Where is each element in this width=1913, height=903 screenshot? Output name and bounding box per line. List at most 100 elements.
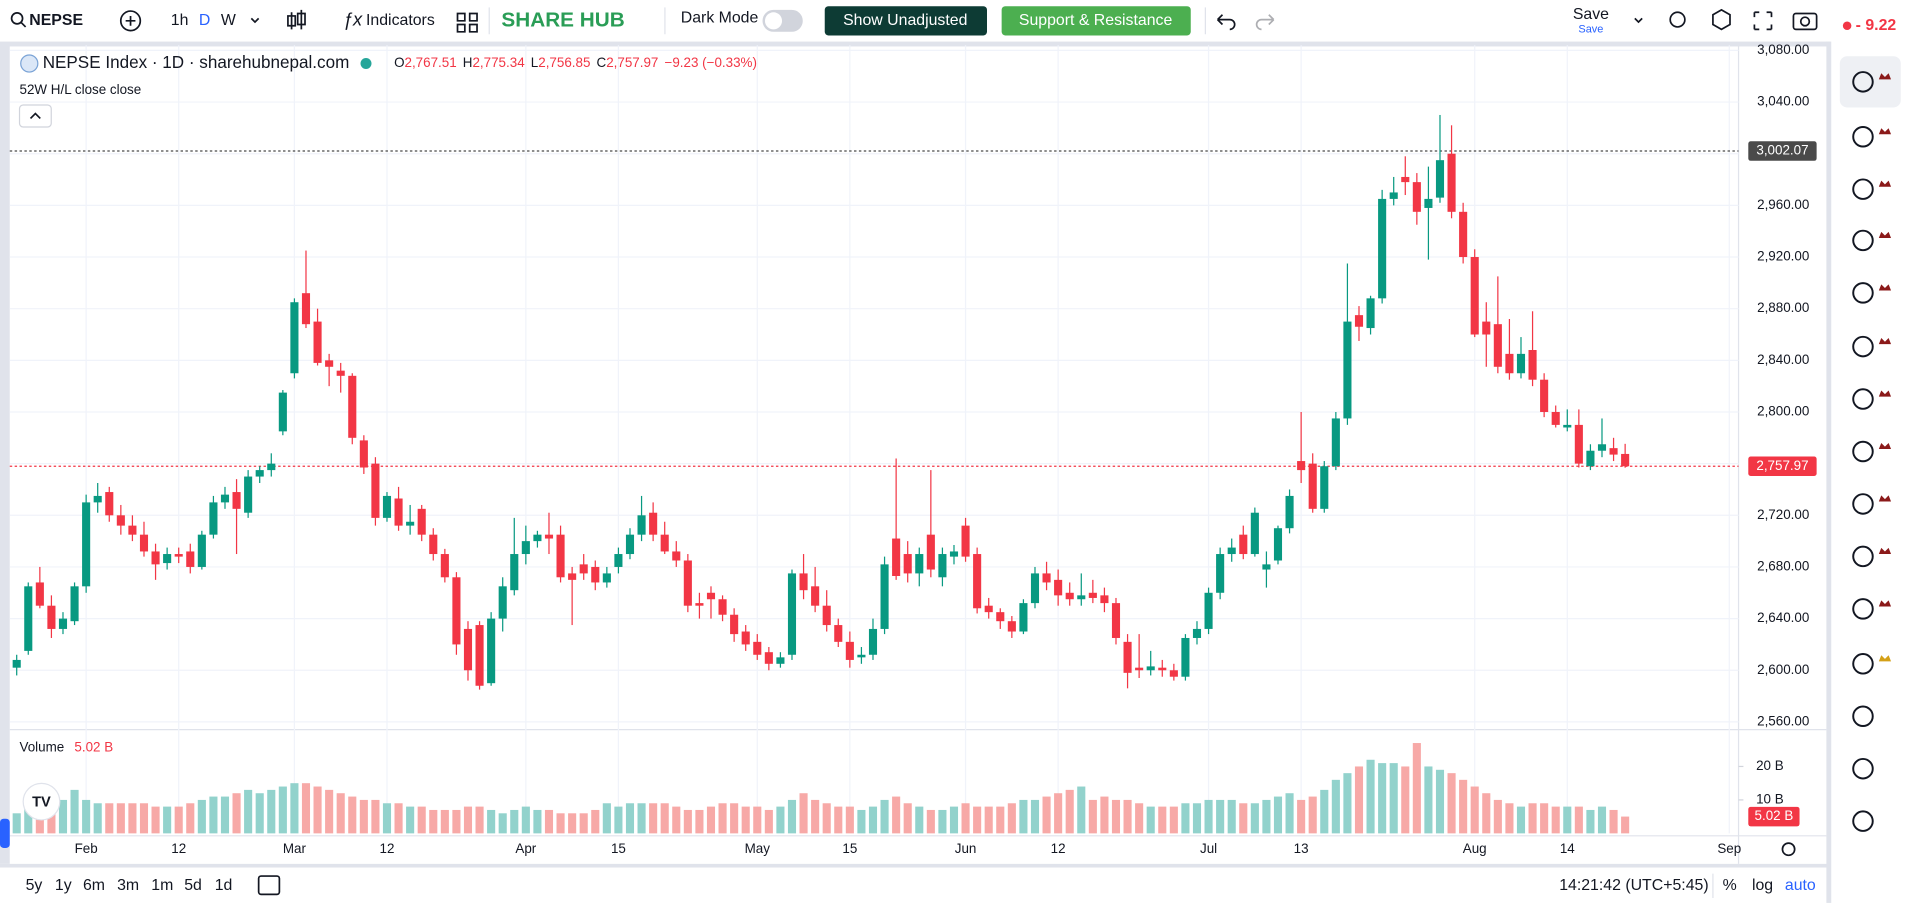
volume-bar xyxy=(1366,759,1375,834)
candle-body xyxy=(718,599,727,615)
percent-toggle[interactable]: % xyxy=(1723,877,1737,894)
candle-body xyxy=(1551,411,1560,425)
auto-toggle[interactable]: auto xyxy=(1785,877,1816,894)
volume-bar xyxy=(1262,799,1271,834)
range-button[interactable]: 1m xyxy=(151,877,173,894)
range-button[interactable]: 1d xyxy=(215,877,233,894)
sidebar-icon[interactable] xyxy=(1852,545,1874,568)
calendar-icon[interactable] xyxy=(257,875,281,896)
interval[interactable]: D xyxy=(199,12,210,29)
sidebar-icon[interactable] xyxy=(1852,388,1874,410)
candle-body xyxy=(1239,534,1248,555)
quick-search[interactable] xyxy=(1669,11,1686,28)
premium-crown xyxy=(1878,655,1892,662)
sidebar-icon[interactable] xyxy=(1852,493,1874,515)
candle-body xyxy=(857,654,866,658)
range-button[interactable]: 5y xyxy=(26,877,43,894)
sidebar-icon[interactable] xyxy=(1852,757,1874,780)
sidebar-icon[interactable] xyxy=(1852,598,1874,620)
volume-bar xyxy=(591,809,600,834)
chevron[interactable] xyxy=(1634,17,1643,24)
interval[interactable]: W xyxy=(221,12,236,29)
sidebar-icon[interactable] xyxy=(1852,229,1874,252)
show-unadjusted-button[interactable] xyxy=(824,6,988,36)
sidebar-icon[interactable] xyxy=(1852,810,1874,832)
tv-logo-text: TV xyxy=(32,795,51,811)
volume-bar xyxy=(1216,799,1225,834)
candle-body xyxy=(834,625,843,642)
chart-type-icon[interactable] xyxy=(287,9,306,30)
toggle-knob xyxy=(764,12,783,30)
sidebar-icon[interactable] xyxy=(1852,653,1874,675)
candle-body xyxy=(1516,353,1526,374)
undo[interactable] xyxy=(1216,14,1236,31)
range-button[interactable]: 5d xyxy=(184,877,202,894)
interval[interactable]: 1h xyxy=(171,12,189,29)
study-label: 52W H/L close close xyxy=(20,82,142,97)
candle-body xyxy=(544,534,554,539)
volume-pane xyxy=(12,743,1630,834)
volume-bar xyxy=(949,806,959,834)
screenshot[interactable] xyxy=(1792,12,1818,31)
candle-body xyxy=(1528,349,1537,380)
candle-body xyxy=(695,603,704,606)
candle-body xyxy=(1331,418,1340,467)
price-tag xyxy=(1748,141,1817,161)
candle-body xyxy=(105,492,114,516)
volume-bar xyxy=(1077,786,1086,834)
candle-body xyxy=(1389,192,1398,199)
symbol[interactable]: NEPSE xyxy=(29,12,83,29)
save[interactable]: Save xyxy=(1573,6,1609,23)
ohlc-legend: O 2,767.51 H 2,775.34 L 2,756.85 C 2,757.97 −9.2… xyxy=(394,55,757,70)
fullscreen[interactable] xyxy=(1753,11,1773,31)
premium-crown xyxy=(1878,495,1892,502)
indicators[interactable]: Indicators xyxy=(366,12,435,29)
redo[interactable] xyxy=(1255,14,1275,31)
search-icon[interactable] xyxy=(10,12,24,25)
brand[interactable]: SHARE HUB xyxy=(501,8,624,31)
x-tick-label: 12 xyxy=(380,841,395,856)
sidebar-icon[interactable] xyxy=(1852,705,1874,727)
volume-bar xyxy=(82,799,91,834)
settings[interactable] xyxy=(1712,8,1731,31)
volume-bar xyxy=(1285,793,1294,834)
candle-body xyxy=(267,463,276,471)
volume-bar xyxy=(1401,766,1410,834)
volume-bar xyxy=(672,806,681,834)
chevron[interactable] xyxy=(250,17,260,24)
tv-logo[interactable] xyxy=(22,782,61,821)
sidebar-icon[interactable] xyxy=(1852,71,1874,93)
axis-settings[interactable] xyxy=(1781,842,1796,857)
support-resistance-button[interactable] xyxy=(1001,6,1191,36)
range-button[interactable]: 1y xyxy=(55,877,72,894)
candle-body xyxy=(1077,595,1086,600)
volume-bar xyxy=(776,806,785,834)
layouts-icon[interactable] xyxy=(456,12,478,33)
volume-bar xyxy=(1331,779,1340,834)
volume-title: Volume xyxy=(20,740,65,755)
sidebar-icon[interactable] xyxy=(1852,125,1874,148)
candle-body xyxy=(1308,463,1317,509)
premium-crown xyxy=(1878,180,1892,187)
volume-bar xyxy=(1435,769,1445,834)
fx-icon[interactable]: ƒx xyxy=(343,9,363,30)
candle-body xyxy=(359,440,368,468)
volume-bar xyxy=(163,806,172,834)
collapse-button[interactable] xyxy=(18,104,52,128)
volume-bar xyxy=(868,806,878,834)
log-toggle[interactable]: log xyxy=(1752,877,1773,894)
candle-body xyxy=(1574,424,1583,464)
range-button[interactable]: 3m xyxy=(117,877,139,894)
sidebar-icon[interactable] xyxy=(1852,440,1874,463)
range-button[interactable]: 6m xyxy=(83,877,105,894)
sidebar-icon[interactable] xyxy=(1852,282,1874,304)
expand-toggle[interactable] xyxy=(0,818,10,849)
candle-body xyxy=(1366,298,1375,329)
candle-body xyxy=(556,534,565,578)
sidebar-icon[interactable] xyxy=(1852,178,1874,200)
sidebar-icon[interactable] xyxy=(1852,335,1874,358)
candle-body xyxy=(1447,153,1456,212)
volume-bar xyxy=(625,803,635,834)
candle-body xyxy=(151,551,160,565)
add-symbol[interactable] xyxy=(119,10,142,32)
